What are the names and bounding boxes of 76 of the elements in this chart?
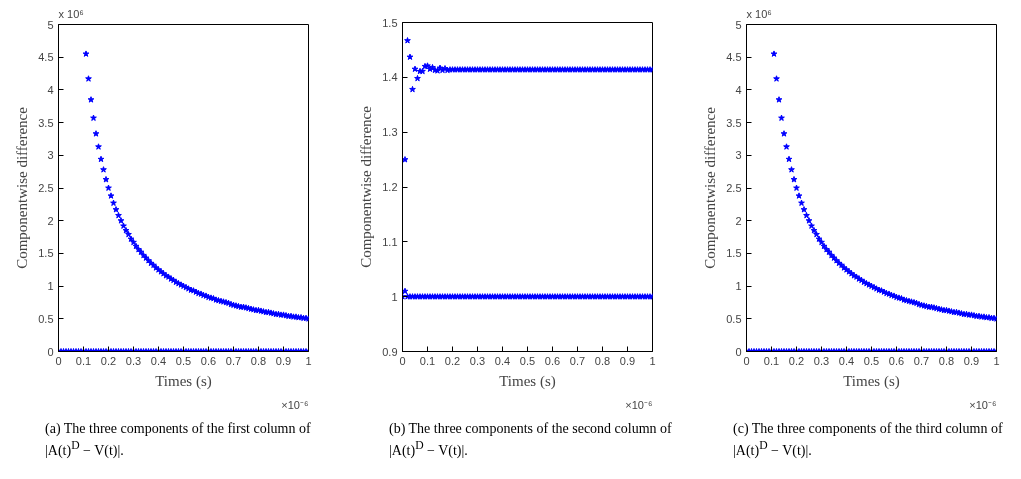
text: x 10⁶ [746,7,772,20]
x-tick-label: 1 [305,354,312,367]
y-tick-label: 2 [735,214,742,227]
y-tick-label: 3.5 [726,116,742,129]
x-tick-label: 0.1 [75,354,92,367]
y-tick-label: 0.5 [38,312,54,325]
y-tick-label: 3.5 [38,116,54,129]
y-tick-label: 1 [391,290,398,303]
y-tick-label: 1.3 [382,126,398,139]
x-tick-label: 0.2 [100,354,117,367]
y-tick-label: 2.5 [726,182,742,194]
text: (b) The three components of the second column of |A(t)$^{D}$ − V(t)|. [389,420,673,459]
y-tick-label: 0.9 [382,345,398,358]
y-tick-label: 5 [735,18,742,31]
y-tick-label: 4.5 [726,51,742,64]
x-tick-label: 0.5 [863,354,880,367]
y-tick-label: 3 [735,149,742,162]
y-tick-label: 4 [735,83,742,96]
x-tick-label: 0.1 [763,354,780,367]
text: ×10⁻⁶ [969,398,997,411]
x-tick-label: 0 [55,354,62,367]
y-tick-label: 1 [47,280,54,293]
y-axis-title: Componentwise difference [14,106,31,269]
y-tick-label: 1.1 [382,235,398,248]
x-axis-title: Times (s) [843,372,900,390]
y-tick-label: 1.5 [382,16,398,29]
y-tick-label: 3 [47,149,54,162]
x-tick-label: 0.1 [419,354,436,367]
x-tick-label: 0.7 [913,354,930,367]
text: ×10⁻⁶ [625,398,653,411]
x-tick-label: 0.8 [938,354,955,367]
y-tick-label: 4.5 [38,51,54,64]
x-tick-label: 0.6 [544,354,561,367]
x-tick-label: 0.2 [788,354,805,367]
y-tick-label: 1.5 [38,247,54,260]
x-tick-label: 0.9 [275,354,292,367]
y-tick-label: 2 [47,214,54,227]
x-tick-label: 0.5 [519,354,536,367]
x-tick-label: 0.3 [125,354,142,367]
y-tick-label: 1.2 [382,181,398,193]
x-tick-label: 0.9 [619,354,636,367]
x-tick-label: 0.8 [594,354,611,367]
x-tick-label: 0.2 [444,354,461,367]
x-tick-label: 0.4 [838,354,855,367]
y-tick-label: 0.5 [726,312,742,325]
y-tick-label: 1 [735,280,742,293]
x-tick-label: 0.3 [469,354,486,367]
y-tick-label: 1.4 [382,71,398,84]
x-tick-label: 0.5 [175,354,192,367]
text: x 10⁶ [58,7,84,20]
x-tick-label: 0.4 [494,354,511,367]
x-tick-label: 0.6 [200,354,217,367]
y-tick-label: 4 [47,83,54,96]
y-tick-label: 2.5 [38,182,54,194]
y-tick-label: 5 [47,18,54,31]
x-axis-title: Times (s) [499,372,556,390]
x-tick-label: 0 [399,354,406,367]
text: (c) The three components of the third column of |A(t)$^{D}$ − V(t)|. [733,420,1004,459]
x-tick-label: 0.6 [888,354,905,367]
y-tick-label: 1.5 [726,247,742,260]
y-axis-title: Componentwise difference [358,105,375,268]
x-axis-title: Times (s) [155,372,212,390]
text: (a) The three components of the first column of |A(t)$^{D}$ − V(t)|. [45,420,312,459]
y-tick-label: 0 [47,345,54,358]
x-tick-label: 0 [743,354,750,367]
x-tick-label: 0.8 [250,354,267,367]
text: ×10⁻⁶ [281,398,309,411]
x-tick-label: 0.4 [150,354,167,367]
y-axis-title: Componentwise difference [702,106,719,269]
x-tick-label: 1 [993,354,1000,367]
x-tick-label: 1 [649,354,656,367]
x-tick-label: 0.9 [963,354,980,367]
x-tick-label: 0.7 [569,354,586,367]
x-tick-label: 0.3 [813,354,830,367]
x-tick-label: 0.7 [225,354,242,367]
y-tick-label: 0 [735,345,742,358]
